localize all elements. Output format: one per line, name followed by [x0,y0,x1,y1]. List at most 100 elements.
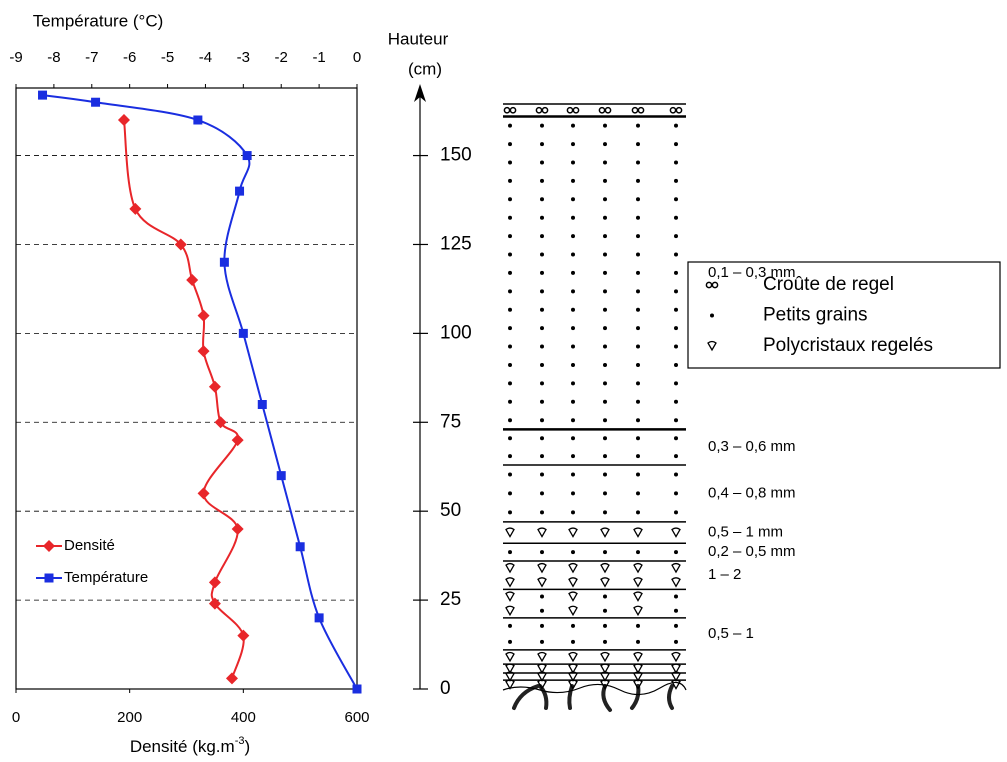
grain-symbol [674,197,678,202]
point [197,309,210,322]
y-axis-title: Hauteur [388,29,449,48]
crust-symbol [572,106,580,114]
grain-symbol [540,381,544,386]
grain-symbol [508,436,512,441]
grain-symbol [603,160,607,165]
grain-symbol [540,399,544,404]
y-tick-label: 0 [440,678,451,699]
grain-symbol [636,472,640,477]
point [242,151,252,161]
grain-symbol [540,418,544,423]
grain-symbol [571,215,575,220]
grain-symbol [674,270,678,275]
grain-symbol [636,510,640,515]
crust-symbol [669,106,677,114]
polycrystal-symbol [600,663,610,674]
grain-symbol [603,289,607,294]
point [231,434,244,447]
x-axis-title: Densité (kg.m-3) [130,735,250,757]
grain-symbol [508,142,512,147]
grain-symbol [603,472,607,477]
polycrystal-symbol [633,651,643,663]
profile-legend-label: Petits grains [763,305,868,326]
grain-symbol [603,594,607,599]
grain-symbol [674,418,678,423]
point [214,416,227,429]
grain-symbol [540,289,544,294]
grain-symbol [603,436,607,441]
polycrystal-symbol [537,679,547,690]
grain-symbol [571,623,575,628]
x2-tick-label: -1 [312,49,325,66]
crust-symbol [503,106,511,114]
grain-symbol [674,608,678,613]
grain-symbol [571,123,575,128]
snow-layer [503,428,686,459]
grain-symbol [603,197,607,202]
grain-symbol [571,472,575,477]
layer-label: 1 – 2 [708,566,741,583]
grain-symbol [674,362,678,367]
grain-symbol [508,178,512,183]
layer-label: 0,4 – 0,8 mm [708,484,796,501]
point [235,186,245,196]
snow-layer [503,542,686,555]
snow-layer [503,649,686,663]
point [208,576,221,589]
crust-symbol [675,106,683,114]
profile-legend-label: Croûte de regel [763,274,894,295]
point [314,613,324,623]
polycrystal-symbol [568,663,578,674]
grain-symbol [674,142,678,147]
grain-symbol [636,623,640,628]
polycrystal-symbol [600,577,610,588]
grain-symbol [540,123,544,128]
point [38,90,48,100]
polycrystal-symbol [568,577,578,588]
profile-legend-box [687,261,1001,369]
x-axis-title-main: Densité (kg.m [130,737,235,756]
y-axis-title: (cm) [408,59,442,78]
crust-symbol [535,106,543,114]
y-axis-arrow [414,84,426,102]
grain-symbol [674,160,678,165]
grain-symbol [674,436,678,441]
crust-symbol [598,106,606,114]
x2-tick-label: -6 [123,49,136,66]
polycrystal-symbol [568,591,578,602]
grain-symbol [540,362,544,367]
legend-marker [43,540,55,552]
grain-symbol [571,326,575,331]
grain-symbol [603,418,607,423]
grain-symbol [540,178,544,183]
polycrystal-symbol [671,651,681,663]
polycrystal-symbol [671,679,681,690]
grain-symbol [636,454,640,459]
point [197,487,210,500]
polycrystal-symbol [537,527,547,538]
polycrystal-symbol [600,527,610,538]
polycrystal-symbol [537,562,547,574]
x2-tick-label: -9 [9,49,22,66]
grain-symbol [540,344,544,349]
snow-layer [503,671,686,682]
layer-label: 0,5 – 1 mm [708,523,783,540]
series-line [122,119,245,679]
polycrystal-symbol [707,340,717,352]
grain-symbol [674,307,678,312]
grain-symbol [508,510,512,515]
point [276,471,286,481]
grain-symbol [508,123,512,128]
crust-symbol [637,106,645,114]
grain-symbol [508,454,512,459]
grain-symbol [636,326,640,331]
grain-symbol [508,215,512,220]
plot-frame [15,87,358,690]
grain-symbol [571,381,575,386]
grain-symbol [636,639,640,644]
grain-symbol [636,307,640,312]
point [208,597,221,610]
point [117,114,130,127]
grain-symbol [540,608,544,613]
point [231,522,244,535]
